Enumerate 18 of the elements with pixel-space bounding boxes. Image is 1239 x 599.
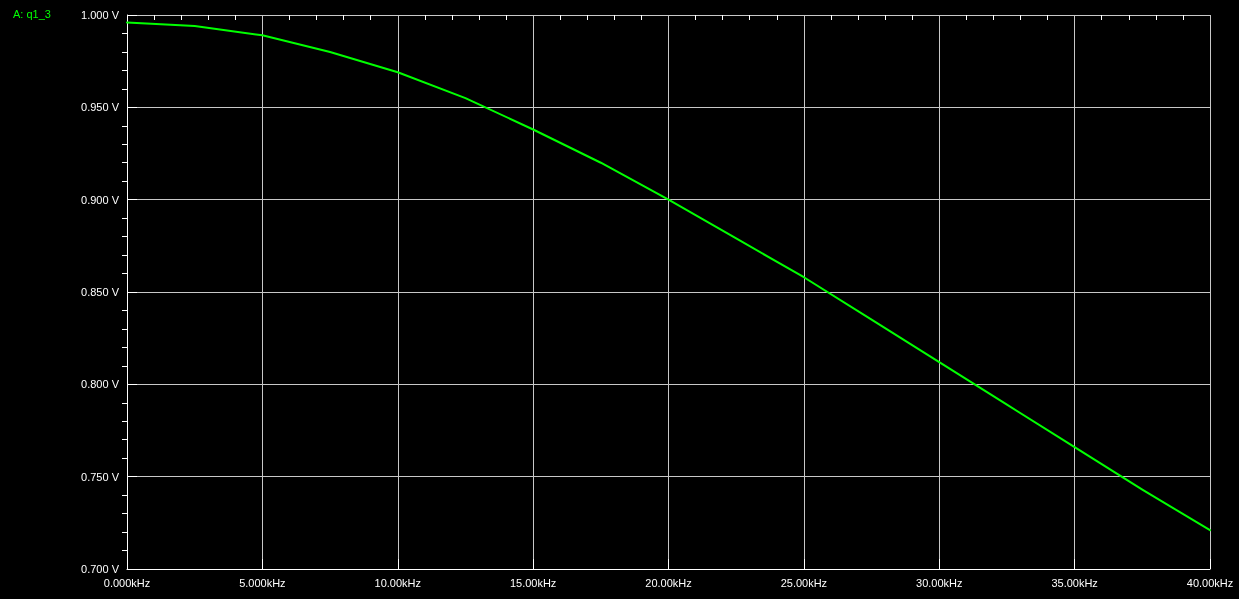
x-tick-label: 30.00kHz <box>916 576 963 589</box>
y-tick-label: 1.000 V <box>81 9 120 21</box>
x-tick-label: 20.00kHz <box>645 576 692 589</box>
y-tick-label: 0.700 V <box>81 563 120 575</box>
line-series <box>126 21 1211 532</box>
x-tick-label: 25.00kHz <box>780 576 828 589</box>
y-tick-label: 0.750 V <box>81 470 120 483</box>
x-tick-label: 35.00kHz <box>1051 576 1098 589</box>
x-tick-label: 10.00kHz <box>374 576 421 589</box>
y-tick-label: 0.800 V <box>81 378 120 391</box>
x-tick-label: 5.000kHz <box>239 576 286 589</box>
y-tick-label: 0.850 V <box>81 286 120 298</box>
y-tick-label: 0.900 V <box>81 193 120 206</box>
text: A: q1_3 <box>13 7 51 20</box>
x-tick-label: 40.00kHz <box>1186 576 1234 589</box>
x-tick-label: 15.00kHz <box>509 576 557 589</box>
y-tick-label: 0.950 V <box>81 101 120 114</box>
x-tick-label: 0.000kHz <box>103 576 151 589</box>
